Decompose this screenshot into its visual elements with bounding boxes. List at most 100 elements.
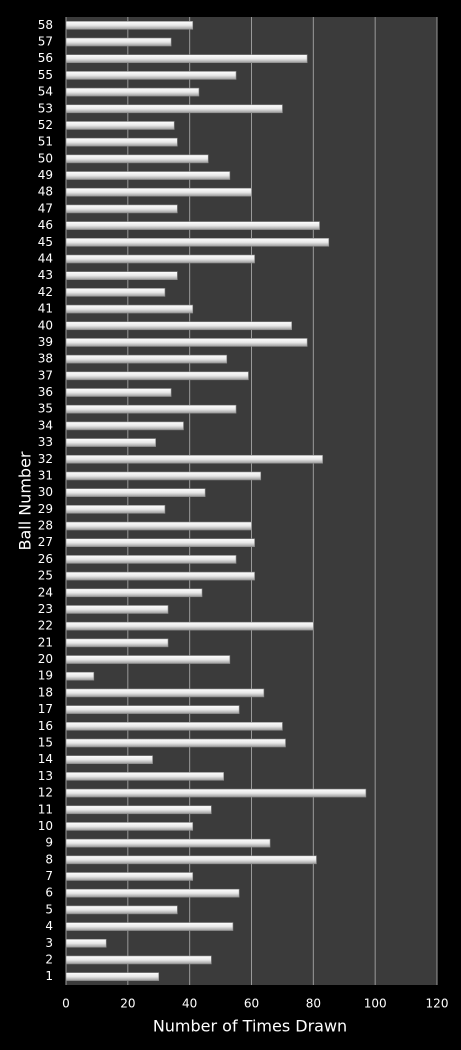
- x-axis-title: Number of Times Drawn: [153, 1017, 347, 1036]
- bar: [65, 37, 172, 47]
- y-tick-label: 47: [38, 201, 53, 215]
- y-tick-label: 2: [45, 952, 53, 966]
- x-tick-label: 0: [62, 997, 70, 1011]
- bar: [65, 354, 228, 364]
- bar: [65, 872, 194, 881]
- y-tick-label: 8: [45, 852, 53, 866]
- y-tick-label: 30: [38, 485, 53, 499]
- bar: [65, 638, 169, 648]
- y-tick-label: 42: [38, 285, 53, 299]
- bar: [65, 722, 283, 731]
- x-tick-label: 20: [120, 997, 135, 1011]
- bar: [65, 87, 200, 97]
- y-tick-label: 41: [38, 302, 53, 316]
- y-tick-label: 24: [38, 585, 53, 599]
- bar: [65, 438, 156, 447]
- y-tick-label: 26: [38, 552, 53, 566]
- y-tick-label: 6: [45, 886, 53, 900]
- y-tick-label: 5: [45, 902, 53, 916]
- bar: [65, 388, 172, 397]
- y-tick-label: 21: [38, 635, 53, 649]
- bar: [65, 471, 262, 481]
- bar: [65, 855, 317, 865]
- bar: [65, 338, 308, 347]
- y-tick-label: 53: [38, 101, 53, 115]
- y-tick-label: 54: [38, 85, 53, 99]
- bar: [65, 254, 255, 264]
- y-tick-label: 57: [38, 35, 53, 49]
- bar: [65, 288, 166, 297]
- bar: [65, 538, 255, 548]
- bar: [65, 521, 252, 531]
- y-tick-label: 51: [38, 135, 53, 149]
- bar: [65, 755, 153, 764]
- y-tick-label: 55: [38, 68, 53, 82]
- bar: [65, 588, 203, 598]
- bar: [65, 738, 286, 748]
- y-tick-label: 37: [38, 368, 53, 382]
- bar: [65, 621, 314, 631]
- y-tick-label: 27: [38, 535, 53, 549]
- bar: [65, 655, 231, 664]
- y-tick-label: 15: [38, 736, 53, 750]
- y-tick-label: 38: [38, 352, 53, 366]
- bar: [65, 955, 212, 965]
- y-tick-label: 56: [38, 51, 53, 65]
- y-tick-label: 4: [45, 919, 53, 933]
- bar: [65, 805, 212, 815]
- bar: [65, 888, 240, 898]
- bar: [65, 788, 367, 798]
- bar: [65, 121, 175, 130]
- bar: [65, 488, 206, 497]
- y-tick-label: 25: [38, 569, 53, 583]
- y-tick-label: 7: [45, 869, 53, 883]
- bar: [65, 271, 178, 280]
- y-tick-label: 50: [38, 151, 53, 165]
- y-tick-label: 1: [45, 969, 53, 983]
- bar: [65, 221, 320, 230]
- bar: [65, 154, 209, 164]
- bar: [65, 21, 194, 30]
- y-tick-label: 10: [38, 819, 53, 833]
- y-tick-label: 31: [38, 468, 53, 482]
- y-tick-label: 39: [38, 335, 53, 349]
- bar: [65, 822, 194, 831]
- bar: [65, 688, 265, 698]
- x-tick-label: 60: [244, 997, 259, 1011]
- bar: [65, 71, 237, 80]
- y-tick-label: 14: [38, 752, 53, 766]
- y-tick-label: 46: [38, 218, 53, 232]
- y-tick-label: 3: [45, 936, 53, 950]
- bar: [65, 321, 292, 331]
- bar: [65, 671, 95, 681]
- y-tick-label: 34: [38, 418, 53, 432]
- y-tick-label: 52: [38, 118, 53, 132]
- y-tick-label: 40: [38, 318, 53, 332]
- y-tick-label: 35: [38, 402, 53, 416]
- bar: [65, 137, 178, 147]
- x-tick-label: 40: [182, 997, 197, 1011]
- bar: [65, 838, 271, 848]
- y-tick-label: 12: [38, 786, 53, 800]
- bar: [65, 938, 107, 948]
- y-tick-label: 17: [38, 702, 53, 716]
- y-tick-label: 13: [38, 769, 53, 783]
- y-tick-label: 11: [38, 802, 53, 816]
- bar: [65, 171, 231, 180]
- y-tick-label: 36: [38, 385, 53, 399]
- y-tick-label: 49: [38, 168, 53, 182]
- bar: [65, 505, 166, 514]
- y-tick-label: 22: [38, 619, 53, 633]
- x-tick-label: 100: [364, 997, 387, 1011]
- y-tick-label: 29: [38, 502, 53, 516]
- y-tick-label: 43: [38, 268, 53, 282]
- y-tick-label: 23: [38, 602, 53, 616]
- bar: [65, 421, 184, 431]
- bar: [65, 404, 237, 414]
- bar: [65, 187, 252, 197]
- y-tick-label: 19: [38, 669, 53, 683]
- y-tick-label: 45: [38, 235, 53, 249]
- y-tick-label: 20: [38, 652, 53, 666]
- bar: [65, 922, 234, 931]
